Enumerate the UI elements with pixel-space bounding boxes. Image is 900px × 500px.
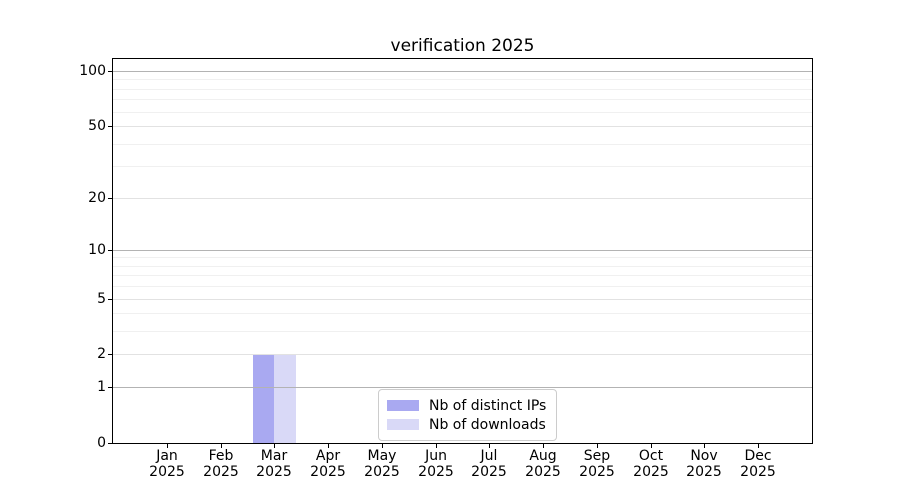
minor-gridline [113, 79, 812, 80]
decade-gridline [113, 250, 812, 251]
x-tick-label-apr: Apr 2025 [310, 448, 346, 480]
decade-gridline [113, 71, 812, 72]
minor-gridline [113, 166, 812, 167]
x-tick-label-jan: Jan 2025 [149, 448, 185, 480]
x-tick-label-jun: Jun 2025 [418, 448, 454, 480]
minor-gridline [113, 266, 812, 267]
x-tick-mark [704, 444, 705, 448]
x-tick-mark [651, 444, 652, 448]
x-tick-mark [597, 444, 598, 448]
x-tick-mark [328, 444, 329, 448]
x-tick-mark [758, 444, 759, 448]
y-tick-mark [108, 443, 113, 444]
x-tick-label-sep: Sep 2025 [579, 448, 615, 480]
y-tick-label: 2 [97, 346, 106, 362]
minor-gridline [113, 99, 812, 100]
bar-mar-series1 [274, 354, 296, 443]
x-tick-mark [543, 444, 544, 448]
y-tick-label: 1 [97, 379, 106, 395]
x-tick-label-may: May 2025 [364, 448, 400, 480]
minor-gridline [113, 286, 812, 287]
major-gridline [113, 299, 812, 300]
decade-gridline [113, 387, 812, 388]
minor-gridline [113, 275, 812, 276]
x-tick-label-jul: Jul 2025 [471, 448, 507, 480]
plot-area: Nb of distinct IPs Nb of downloads [112, 58, 813, 444]
x-tick-label-aug: Aug 2025 [525, 448, 561, 480]
minor-gridline [113, 331, 812, 332]
x-tick-mark [382, 444, 383, 448]
x-tick-label-feb: Feb 2025 [203, 448, 239, 480]
y-tick-label: 0 [97, 435, 106, 451]
x-tick-label-nov: Nov 2025 [686, 448, 722, 480]
y-tick-mark [108, 299, 113, 300]
minor-gridline [113, 313, 812, 314]
minor-gridline [113, 112, 812, 113]
legend-entry-downloads: Nb of downloads [387, 415, 546, 434]
x-tick-label-oct: Oct 2025 [633, 448, 669, 480]
major-gridline [113, 354, 812, 355]
minor-gridline [113, 257, 812, 258]
legend-label-downloads: Nb of downloads [429, 416, 546, 433]
y-tick-label: 10 [88, 242, 106, 258]
y-tick-label: 20 [88, 190, 106, 206]
x-tick-mark [221, 444, 222, 448]
major-gridline [113, 126, 812, 127]
y-tick-mark [108, 387, 113, 388]
y-tick-mark [108, 198, 113, 199]
legend-entry-distinct-ips: Nb of distinct IPs [387, 396, 546, 415]
legend: Nb of distinct IPs Nb of downloads [378, 389, 558, 441]
x-tick-label-dec: Dec 2025 [740, 448, 776, 480]
minor-gridline [113, 89, 812, 90]
y-tick-label: 5 [97, 291, 106, 307]
x-tick-mark [167, 444, 168, 448]
x-tick-mark [436, 444, 437, 448]
major-gridline [113, 198, 812, 199]
y-tick-mark [108, 354, 113, 355]
chart-title: verification 2025 [390, 36, 535, 56]
y-tick-mark [108, 126, 113, 127]
legend-label-distinct-ips: Nb of distinct IPs [429, 397, 547, 414]
y-tick-label: 50 [88, 118, 106, 134]
bar-mar-series0 [252, 354, 275, 443]
y-tick-label: 100 [79, 63, 106, 79]
minor-gridline [113, 144, 812, 145]
legend-swatch-distinct-ips [387, 400, 419, 411]
x-tick-label-mar: Mar 2025 [256, 448, 292, 480]
x-tick-mark [489, 444, 490, 448]
legend-swatch-downloads [387, 419, 419, 430]
y-tick-mark [108, 71, 113, 72]
y-tick-mark [108, 250, 113, 251]
x-tick-mark [274, 444, 275, 448]
